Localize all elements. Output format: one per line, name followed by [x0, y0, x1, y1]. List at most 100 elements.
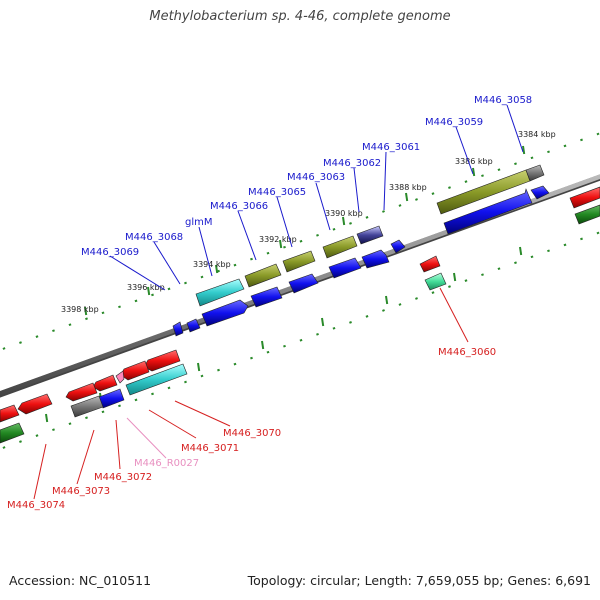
gene-glyph: [250, 286, 283, 308]
major-tick: [45, 413, 49, 423]
major-tick: [197, 362, 201, 372]
guide-dot: [35, 434, 39, 437]
guide-dot: [596, 231, 600, 235]
gene-label: M446_3058: [474, 95, 532, 106]
gene-glyph: [530, 185, 550, 200]
reverse-genes: [0, 186, 600, 444]
guide-dot: [250, 356, 253, 360]
guide-dot: [332, 326, 336, 330]
guide-dot: [134, 398, 138, 402]
guide-dot: [200, 275, 204, 279]
major-tick: [147, 286, 151, 296]
major-tick: [215, 264, 219, 274]
tick-label: 3388 kbp: [389, 183, 427, 192]
gene-label: M446_R0027: [134, 458, 199, 469]
gene-glyph: [172, 321, 184, 337]
gene-glyph: [115, 370, 125, 384]
tick-label: 3392 kbp: [259, 235, 297, 244]
guide-dot: [299, 338, 303, 342]
tick-label: 3386 kbp: [455, 157, 493, 166]
gene-label: M446_3069: [81, 247, 139, 258]
guide-dot: [530, 255, 534, 259]
guide-dot: [283, 344, 286, 348]
guide-dot: [52, 428, 55, 432]
guide-dot: [118, 305, 121, 309]
gene-label: M446_3074: [7, 500, 65, 511]
guide-dot: [481, 273, 484, 277]
gene-glyph: [443, 188, 533, 235]
guide-dot: [349, 222, 352, 225]
major-tick: [261, 340, 265, 350]
gene-glyph: [17, 393, 53, 415]
gene-glyph: [356, 225, 384, 245]
guide-dot: [299, 239, 303, 243]
guide-dot: [580, 138, 583, 142]
gene-label: glmM: [185, 217, 213, 228]
major-tick: [472, 167, 476, 177]
gene-glyph: [120, 360, 150, 381]
major-tick: [453, 272, 457, 282]
guide-dot: [266, 251, 270, 255]
guide-dot: [415, 297, 418, 300]
gene-label: M446_3066: [210, 201, 268, 212]
guide-dot: [151, 293, 154, 297]
guide-dot: [52, 329, 55, 333]
guide-dot: [68, 422, 72, 426]
callout-lines: [33, 104, 524, 500]
gene-label: M446_3072: [94, 472, 152, 483]
gene-label: M446_3073: [52, 486, 110, 497]
gene-label: M446_3070: [223, 428, 281, 439]
guide-dot: [283, 245, 286, 249]
guide-dot: [349, 321, 352, 324]
guide-dot: [448, 186, 451, 189]
tick-labels: 3384 kbp 3386 kbp 3388 kbp 3390 kbp 3392…: [61, 130, 556, 314]
guide-dot: [382, 210, 385, 213]
gene-glyph: [70, 395, 104, 418]
tick-label: 3396 kbp: [127, 283, 165, 292]
gene-glyph: [424, 272, 447, 291]
guide-dot: [101, 311, 105, 315]
guide-dot: [266, 350, 270, 354]
guide-dot: [184, 380, 187, 384]
gene-glyph: [419, 255, 441, 273]
guide-dot: [19, 341, 22, 344]
guide-dot: [134, 299, 138, 303]
gene-glyph: [282, 250, 316, 273]
tick-label: 3390 kbp: [325, 209, 363, 218]
major-tick: [342, 216, 346, 226]
guide-dot: [514, 261, 517, 265]
guide-dot: [184, 281, 187, 285]
guide-dot: [68, 323, 72, 327]
gene-labels: M446_3058 M446_3059 M446_3061 M446_3062 …: [7, 95, 532, 511]
tick-label: 3384 kbp: [518, 130, 556, 139]
gene-label: M446_3068: [125, 232, 183, 243]
gene-glyph: [125, 363, 188, 396]
guide-dot: [365, 216, 369, 219]
major-tick: [385, 295, 389, 305]
gene-glyph: [0, 404, 20, 423]
guide-dot: [316, 233, 319, 237]
guide-dot: [85, 317, 88, 321]
guide-dot: [514, 162, 517, 166]
topology-label: Topology: circular; Length: 7,659,055 bp…: [247, 573, 591, 588]
major-tick: [405, 192, 409, 202]
gene-glyph: [525, 164, 545, 182]
guide-dot: [481, 174, 484, 178]
guide-dot: [464, 180, 468, 183]
guide-dot: [580, 237, 583, 241]
gene-glyph: [361, 249, 390, 269]
gene-label: M446_3059: [425, 117, 483, 128]
guide-dot: [563, 243, 567, 247]
guide-dot: [596, 132, 600, 136]
guide-dot: [35, 335, 39, 338]
gene-glyph: [328, 257, 362, 279]
guide-dot: [547, 150, 550, 154]
guide-dot: [431, 291, 435, 294]
major-tick: [84, 306, 88, 316]
gene-glyph: [186, 318, 201, 333]
gene-glyph: [244, 263, 282, 288]
tick-label: 3394 kbp: [193, 260, 231, 269]
gene-glyph: [201, 299, 249, 327]
